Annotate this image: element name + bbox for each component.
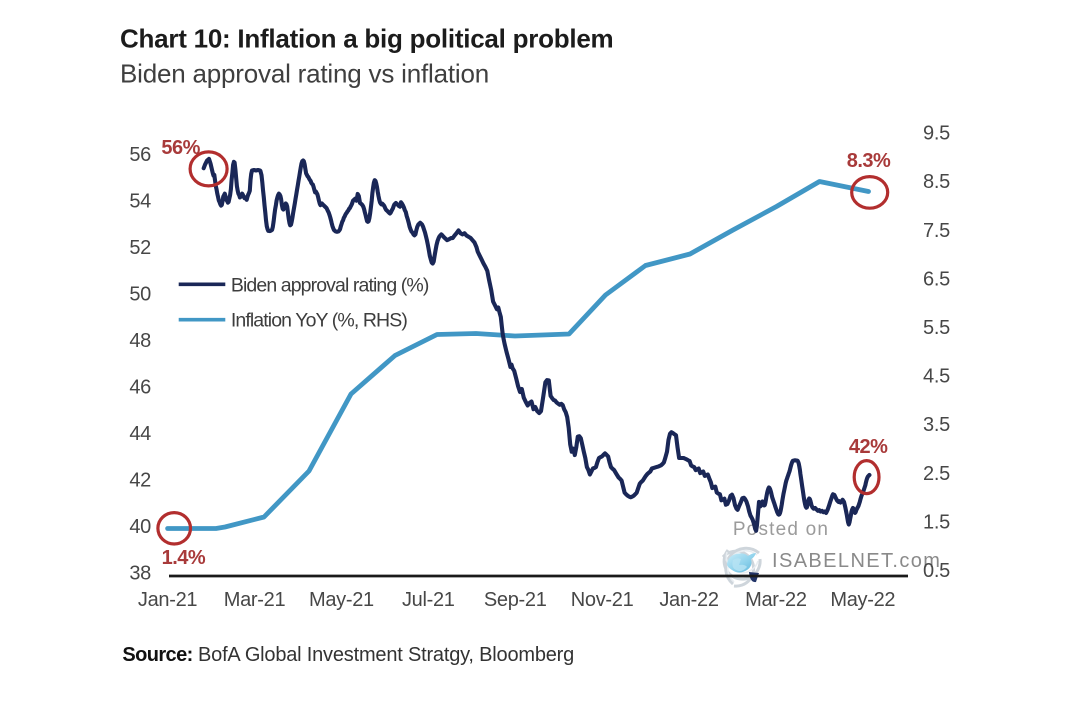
svg-text:Biden approval rating vs infla: Biden approval rating vs inflation: [120, 59, 489, 89]
svg-text:ISABELNET.com: ISABELNET.com: [772, 550, 941, 572]
svg-text:54: 54: [129, 191, 151, 213]
svg-text:Jan-22: Jan-22: [659, 589, 719, 611]
svg-text:8.5: 8.5: [923, 171, 950, 193]
svg-text:40: 40: [129, 516, 151, 538]
svg-text:56: 56: [129, 144, 151, 166]
svg-text:Source:: Source:: [122, 644, 192, 666]
svg-text:May-22: May-22: [830, 589, 895, 611]
svg-text:9.5: 9.5: [923, 123, 950, 145]
svg-text:Posted on: Posted on: [733, 519, 829, 540]
svg-text:42%: 42%: [849, 436, 888, 458]
svg-text:BofA Global Investment Stratgy: BofA Global Investment Stratgy, Bloomber…: [198, 644, 574, 666]
svg-text:6.5: 6.5: [923, 268, 950, 290]
svg-text:2.5: 2.5: [923, 463, 950, 485]
svg-text:7.5: 7.5: [923, 220, 950, 242]
svg-text:Chart 10: Inflation a big poli: Chart 10: Inflation a big political prob…: [120, 24, 613, 54]
svg-text:46: 46: [129, 377, 151, 399]
svg-text:4.5: 4.5: [923, 366, 950, 388]
svg-text:Sep-21: Sep-21: [484, 589, 547, 611]
svg-text:Mar-22: Mar-22: [745, 589, 807, 611]
svg-text:Mar-21: Mar-21: [224, 589, 286, 611]
svg-text:38: 38: [129, 563, 151, 585]
svg-text:Nov-21: Nov-21: [571, 589, 634, 611]
svg-text:Jul-21: Jul-21: [402, 589, 455, 611]
svg-text:5.5: 5.5: [923, 317, 950, 339]
svg-text:48: 48: [129, 330, 151, 352]
svg-text:3.5: 3.5: [923, 414, 950, 436]
svg-text:Biden approval rating (%): Biden approval rating (%): [231, 274, 429, 296]
svg-text:May-21: May-21: [309, 589, 374, 611]
svg-text:Jan-21: Jan-21: [138, 589, 198, 611]
svg-text:0.5: 0.5: [923, 560, 950, 582]
svg-text:1.4%: 1.4%: [162, 547, 206, 569]
svg-text:Inflation YoY (%, RHS): Inflation YoY (%, RHS): [231, 310, 407, 332]
svg-text:56%: 56%: [161, 137, 200, 159]
svg-text:1.5: 1.5: [923, 511, 950, 533]
svg-text:8.3%: 8.3%: [847, 150, 891, 172]
svg-text:44: 44: [129, 423, 151, 445]
svg-text:52: 52: [129, 237, 151, 259]
svg-text:42: 42: [129, 470, 151, 492]
svg-text:50: 50: [129, 284, 151, 306]
